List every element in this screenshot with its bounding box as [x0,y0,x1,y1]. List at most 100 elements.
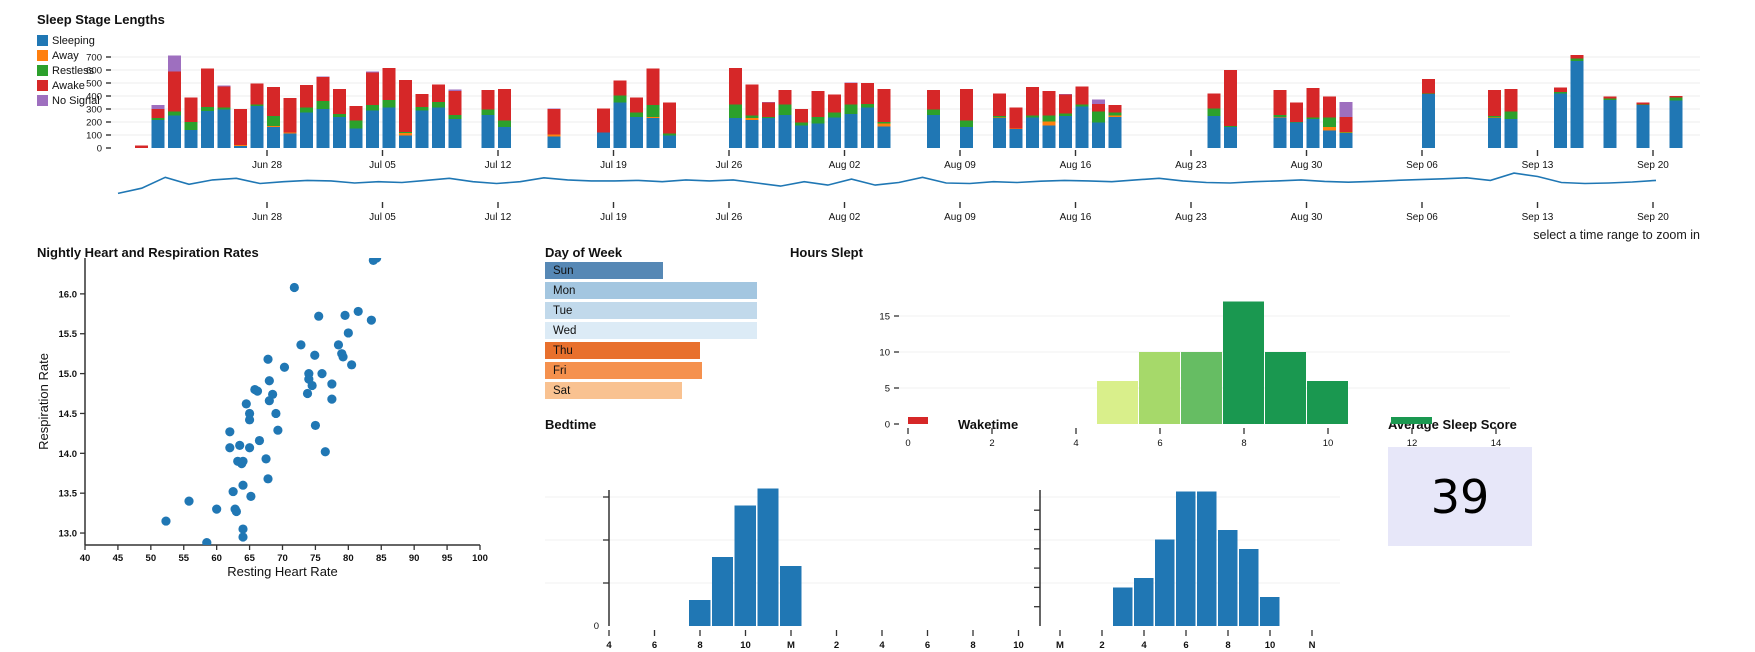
scatter-point[interactable] [252,386,263,396]
stacked-bar-segment-awake[interactable] [1207,93,1221,109]
stacked-bar-segment-awake[interactable] [481,90,495,110]
stacked-bar-segment-sleeping[interactable] [960,127,973,148]
scatter-point[interactable] [263,354,273,364]
stacked-bar-segment-restless[interactable] [1488,116,1501,118]
stacked-bar-segment-awake[interactable] [547,109,561,135]
stacked-bar-segment-restless[interactable] [300,107,313,113]
stacked-bar-segment-sleeping[interactable] [267,127,280,148]
stacked-bar[interactable] [1108,105,1122,148]
scatter-point[interactable] [235,440,245,450]
stacked-bar-segment-sleeping[interactable] [828,117,841,148]
stacked-bar-segment-restless[interactable] [1669,97,1683,101]
stacked-bar-segment-awake[interactable] [432,84,445,102]
stacked-bar-segment-awake[interactable] [349,105,363,121]
stacked-bar-segment-sleeping[interactable] [663,135,676,148]
scatter-point[interactable] [279,362,290,372]
stacked-bar[interactable] [1488,90,1501,148]
stacked-bar-segment-restless[interactable] [333,114,346,117]
legend-item-away[interactable]: Away [37,48,100,63]
stacked-bar[interactable] [1273,90,1287,148]
stacked-bar[interactable] [1636,102,1650,149]
scatter-point[interactable] [327,394,337,404]
waketime-bar[interactable] [1113,587,1133,626]
stacked-bar-segment-awake[interactable] [1224,70,1237,126]
stacked-bar[interactable] [828,94,841,148]
stacked-bar-segment-restless[interactable] [877,122,891,124]
hours-slept-bar[interactable] [1181,352,1222,424]
stacked-bar-segment-away[interactable] [234,144,247,147]
time-range-brush[interactable] [118,166,1656,202]
stacked-bar[interactable] [415,94,429,148]
scatter-point[interactable] [273,425,283,435]
scatter-point[interactable] [238,524,248,534]
stacked-bar-segment-sleeping[interactable] [1026,117,1039,148]
stacked-bar-segment-awake[interactable] [1026,86,1039,116]
scatter-point[interactable] [264,376,274,386]
stacked-bar[interactable] [234,109,247,148]
stacked-bar-segment-restless[interactable] [1422,93,1435,95]
stacked-bar-segment-away[interactable] [877,123,891,127]
stacked-bar[interactable] [1224,70,1237,148]
stacked-bar-segment-sleeping[interactable] [861,107,874,148]
stacked-bar-segment-sleeping[interactable] [1290,122,1303,148]
stacked-bar-segment-awake[interactable] [960,88,973,121]
stacked-bar-segment-restless[interactable] [993,116,1006,118]
stacked-bar-segment-awake[interactable] [382,68,396,100]
stacked-bar-segment-awake[interactable] [1092,103,1105,112]
stacked-bar-segment-awake[interactable] [993,93,1006,117]
stacked-bar-segment-away[interactable] [399,133,412,136]
stacked-bar[interactable] [448,89,462,149]
bedtime-bar[interactable] [757,488,779,626]
stacked-bar-segment-sleeping[interactable] [201,110,214,148]
stacked-bar-segment-sleeping[interactable] [1570,60,1584,148]
stacked-bar-segment-restless[interactable] [366,105,379,111]
stacked-bar-segment-awake[interactable] [811,90,825,117]
stacked-bar-segment-restless[interactable] [1207,108,1221,117]
stacked-bar-segment-sleeping[interactable] [1059,116,1072,148]
stacked-bar-segment-restless[interactable] [1554,92,1567,94]
stacked-bar-segment-awake[interactable] [663,102,676,134]
stacked-bar-segment-sleeping[interactable] [1042,125,1056,148]
stacked-bar-segment-restless[interactable] [613,95,627,103]
stacked-bar[interactable] [201,68,214,148]
stacked-bar-segment-restless[interactable] [811,116,825,124]
waketime-bar[interactable] [1260,597,1280,626]
stacked-bar-segment-awake[interactable] [844,83,858,105]
stacked-bar-segment-awake[interactable] [861,83,874,104]
scatter-point[interactable] [343,328,353,338]
scatter-point[interactable] [347,360,357,370]
stacked-bar-segment-awake[interactable] [1009,107,1023,129]
stacked-bar-segment-no_signal[interactable] [1339,101,1353,117]
waketime-bar[interactable] [1176,491,1196,626]
stacked-bar[interactable] [481,90,495,148]
stacked-bar-segment-sleeping[interactable] [1092,122,1105,148]
stacked-bar[interactable] [432,84,445,148]
stacked-bar-segment-away[interactable] [993,117,1006,119]
stacked-bar[interactable] [184,97,198,148]
hours-slept-bar[interactable] [1307,380,1348,424]
stacked-bar-segment-restless[interactable] [795,122,808,126]
hours-slept-bar[interactable] [1223,301,1264,424]
bedtime-bar[interactable] [780,565,802,626]
stacked-bar-segment-no_signal[interactable] [316,76,330,78]
stacked-bar-segment-restless[interactable] [217,107,231,110]
stacked-bar[interactable] [745,84,759,148]
stacked-bar-segment-awake[interactable] [217,86,231,108]
stacked-bar-segment-sleeping[interactable] [1422,94,1435,148]
stacked-bar-segment-restless[interactable] [250,104,264,106]
stacked-bar-segment-awake[interactable] [201,68,214,108]
stacked-bar[interactable] [1603,96,1617,148]
stacked-bar-segment-restless[interactable] [630,112,643,117]
stacked-bar-segment-away[interactable] [267,125,280,128]
stacked-bar[interactable] [547,108,561,148]
stacked-bar-segment-sleeping[interactable] [844,114,858,148]
stacked-bar-segment-sleeping[interactable] [1075,106,1089,148]
stacked-bar[interactable] [250,83,264,148]
stacked-bar-segment-restless[interactable] [316,101,330,109]
stacked-bar-segment-restless[interactable] [1603,98,1617,100]
stacked-bar[interactable] [1075,86,1089,148]
day-of-week-bar-thu[interactable]: Thu [545,342,700,359]
scatter-point[interactable] [271,408,281,419]
stacked-bar-segment-sleeping[interactable] [1504,118,1518,148]
stacked-bar[interactable] [135,145,148,148]
